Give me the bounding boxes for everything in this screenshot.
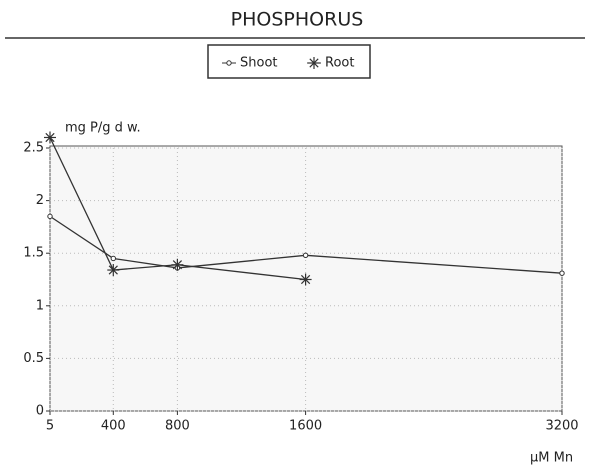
marker xyxy=(44,131,56,144)
y-tick-label: 0.5 xyxy=(23,351,44,366)
marker-stroke xyxy=(300,274,311,285)
chart-title: PHOSPHORUS xyxy=(231,9,364,31)
marker xyxy=(171,258,184,271)
x-tick-label: 1600 xyxy=(289,419,322,434)
marker xyxy=(47,213,53,220)
x-tick-label: 5 xyxy=(46,419,54,434)
y-axis-label: mg P/g d w. xyxy=(65,121,141,136)
series-line xyxy=(49,137,306,281)
marker xyxy=(110,255,116,262)
marker-stroke xyxy=(108,265,118,275)
marker-dot xyxy=(226,60,232,66)
x-tick-label: 800 xyxy=(165,419,190,434)
marker-stroke xyxy=(172,260,183,270)
x-tick-label: 3200 xyxy=(545,419,578,434)
y-tick-label: 0 xyxy=(36,404,44,419)
marker-dot xyxy=(110,255,116,262)
marker xyxy=(299,273,312,286)
y-tick-label: 2 xyxy=(36,193,44,208)
legend-label: Root xyxy=(325,56,354,71)
y-tick-label: 1.5 xyxy=(23,246,44,261)
marker xyxy=(107,264,120,277)
marker-dot xyxy=(47,213,53,220)
marker-dot xyxy=(302,252,309,259)
marker xyxy=(308,57,320,69)
x-tick-label: 400 xyxy=(101,419,126,434)
marker xyxy=(302,252,309,259)
marker-dot xyxy=(559,270,565,276)
legend-box xyxy=(207,44,371,79)
y-tick-label: 1 xyxy=(36,298,44,313)
marker-stroke xyxy=(309,58,319,68)
marker-stroke xyxy=(45,132,55,143)
x-axis-label: µM Mn xyxy=(530,451,573,466)
marker xyxy=(559,270,565,276)
legend-label: Shoot xyxy=(240,56,278,71)
y-tick-label: 2.5 xyxy=(23,141,44,156)
marker xyxy=(226,60,232,66)
